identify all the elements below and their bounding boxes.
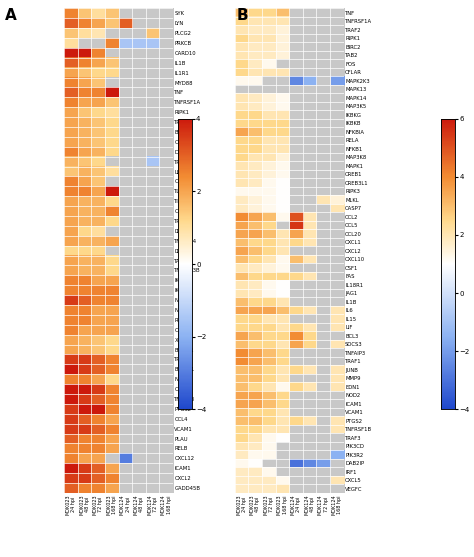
Text: B: B xyxy=(237,8,249,23)
Text: A: A xyxy=(5,8,17,23)
